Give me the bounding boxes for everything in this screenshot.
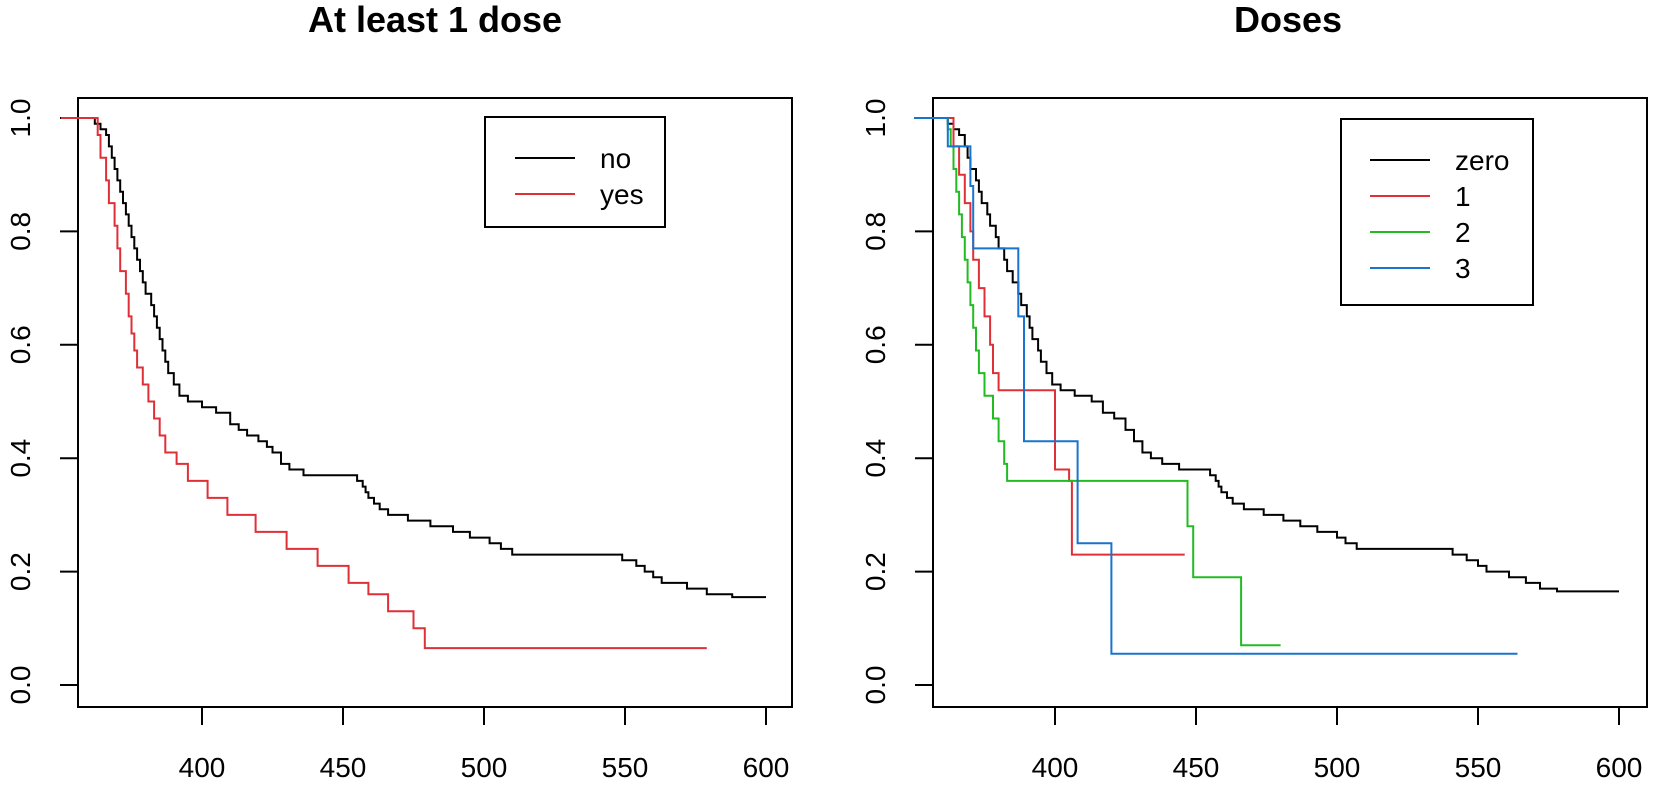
x-axis: 400 450 500 550 600	[1032, 706, 1643, 783]
series-line-3	[914, 117, 1518, 655]
legend-label-no: no	[600, 143, 631, 174]
x-tick-label: 500	[1314, 752, 1361, 783]
x-tick-label: 600	[1596, 752, 1643, 783]
y-tick-label: 0.6	[5, 325, 36, 364]
series-line-no	[61, 117, 766, 599]
plot-frame	[932, 97, 1648, 708]
legend-label-yes: yes	[600, 179, 644, 210]
series-lines	[61, 117, 766, 650]
x-axis: 400 450 500 550 600	[179, 706, 790, 783]
series-line-zero	[914, 117, 1619, 593]
x-tick-label: 500	[461, 752, 508, 783]
x-tick-label: 550	[1455, 752, 1502, 783]
y-tick-label: 0.2	[5, 552, 36, 591]
legend: no yes	[484, 116, 666, 228]
x-tick-label: 600	[743, 752, 790, 783]
series-lines	[914, 117, 1619, 655]
panel-at-least-1-dose: At least 1 dose 400 450 500 550 600 0.0 …	[5, 0, 793, 783]
legend: zero 1 2 3	[1340, 118, 1534, 306]
series-line-1	[914, 117, 1185, 556]
y-tick-label: 0.0	[860, 666, 891, 705]
y-tick-label: 0.8	[5, 212, 36, 251]
y-axis: 0.0 0.2 0.4 0.6 0.8 1.0	[860, 99, 934, 705]
legend-label-2: 2	[1455, 217, 1471, 248]
y-tick-label: 0.0	[5, 666, 36, 705]
y-tick-label: 1.0	[860, 99, 891, 138]
x-tick-label: 400	[1032, 752, 1079, 783]
series-line-yes	[61, 117, 707, 650]
chart-title: Doses	[1234, 0, 1342, 40]
legend-label-3: 3	[1455, 253, 1471, 284]
x-tick-label: 450	[320, 752, 367, 783]
series-line-2	[914, 117, 1281, 647]
chart-title: At least 1 dose	[308, 0, 562, 40]
legend-label-zero: zero	[1455, 145, 1509, 176]
y-tick-label: 0.2	[860, 552, 891, 591]
y-tick-label: 0.8	[860, 212, 891, 251]
y-tick-label: 0.6	[860, 325, 891, 364]
legend-box	[484, 116, 666, 228]
x-tick-label: 550	[602, 752, 649, 783]
legend-label-1: 1	[1455, 181, 1471, 212]
panel-doses: Doses 400 450 500 550 600 0.0 0.2 0.4	[860, 0, 1648, 783]
y-tick-label: 1.0	[5, 99, 36, 138]
x-tick-label: 400	[179, 752, 226, 783]
legend-box	[1340, 118, 1534, 306]
y-axis: 0.0 0.2 0.4 0.6 0.8 1.0	[5, 99, 79, 705]
y-tick-label: 0.4	[860, 439, 891, 478]
x-tick-label: 450	[1173, 752, 1220, 783]
y-tick-label: 0.4	[5, 439, 36, 478]
plot-frame	[77, 97, 793, 708]
